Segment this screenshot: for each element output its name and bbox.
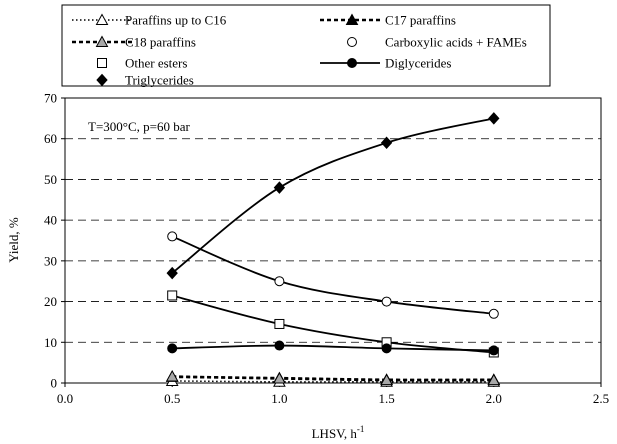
data-point-c18-paraffins xyxy=(487,373,501,386)
legend-item-c18-paraffins: C18 paraffins xyxy=(72,35,196,50)
legend-marker xyxy=(97,58,107,68)
data-point-triglycerides xyxy=(273,181,286,194)
series-diglycerides xyxy=(167,340,499,356)
data-point-diglycerides xyxy=(167,343,178,354)
series-line-other-esters xyxy=(171,294,494,354)
legend-marker xyxy=(95,13,109,25)
data-point-diglycerides xyxy=(488,345,499,356)
legend-item-other-esters: Other esters xyxy=(97,56,187,71)
y-tick-label: 60 xyxy=(44,131,57,146)
legend-item-c17-paraffins: C17 paraffins xyxy=(320,13,456,28)
data-point-triglycerides xyxy=(166,266,178,280)
data-point-diglycerides xyxy=(381,343,392,354)
data-point-carboxylic-acids-fames xyxy=(167,231,178,242)
legend-marker xyxy=(347,58,357,68)
legend-marker xyxy=(96,73,108,87)
y-tick-label: 20 xyxy=(44,294,57,309)
legend-marker xyxy=(95,35,109,47)
y-axis: 0 10 20 30 40 50 60 70 xyxy=(44,91,65,391)
data-point-c18-paraffins xyxy=(380,373,393,386)
series-line-diglycerides xyxy=(172,344,494,352)
series-line-paraffins-up-to-c16 xyxy=(172,380,494,383)
plot-area: 0.0 0.5 1.0 1.5 2.0 2.5 0 10 20 30 40 50 60 70 T=300… xyxy=(44,91,609,407)
y-tick-label: 10 xyxy=(44,335,57,350)
series-line-c18-paraffins xyxy=(172,375,494,382)
legend-label: Paraffins up to C16 xyxy=(125,13,227,28)
chart-annotation: T=300°C, p=60 bar xyxy=(88,119,190,134)
series-c18-paraffins xyxy=(165,369,501,386)
gridlines xyxy=(65,138,601,343)
x-axis: 0.0 0.5 1.0 1.5 2.0 2.5 xyxy=(57,383,609,406)
legend-item-paraffins-up-to-c16: Paraffins up to C16 xyxy=(72,13,227,28)
legend-marker xyxy=(345,13,359,25)
x-tick-label: 1.5 xyxy=(378,391,394,406)
legend-item-diglycerides: Diglycerides xyxy=(320,56,451,71)
y-tick-label: 50 xyxy=(44,172,57,187)
x-tick-label: 0.5 xyxy=(164,391,180,406)
legend-label: Other esters xyxy=(125,56,187,71)
series-line-triglycerides xyxy=(171,117,494,274)
y-tick-label: 30 xyxy=(44,253,57,268)
series-line-carboxylic-acids-fames xyxy=(171,235,494,315)
series-triglycerides xyxy=(166,112,500,280)
x-tick-label: 2.0 xyxy=(486,391,502,406)
x-axis-title-superscript: -1 xyxy=(357,424,365,434)
legend: Paraffins up to C16 C17 paraffins C18 para… xyxy=(61,4,551,88)
x-axis-title-text: LHSV, h xyxy=(312,426,358,441)
legend-item-carboxylic-acids-fames: Carboxylic acids + FAMEs xyxy=(347,35,527,50)
x-tick-label: 0.0 xyxy=(57,391,73,406)
legend-label: Diglycerides xyxy=(385,56,451,71)
data-point-other-esters xyxy=(167,290,178,301)
y-axis-title: Yield, % xyxy=(6,217,21,263)
y-tick-label: 70 xyxy=(44,91,57,106)
data-point-carboxylic-acids-fames xyxy=(488,308,499,319)
x-axis-title: LHSV, h-1 xyxy=(312,424,365,441)
data-point-triglycerides xyxy=(380,136,393,150)
data-point-c18-paraffins xyxy=(165,369,179,382)
legend-label: C18 paraffins xyxy=(125,35,196,50)
data-point-c18-paraffins xyxy=(273,371,286,384)
series-layer xyxy=(165,112,501,387)
data-point-other-esters xyxy=(274,318,285,329)
legend-frame xyxy=(61,4,551,87)
series-carboxylic-acids-fames xyxy=(167,231,499,319)
data-point-diglycerides xyxy=(274,340,285,351)
legend-marker xyxy=(347,37,357,47)
data-point-triglycerides xyxy=(488,112,500,125)
x-tick-label: 2.5 xyxy=(593,391,609,406)
legend-item-triglycerides: Triglycerides xyxy=(96,73,194,88)
plot-frame xyxy=(64,97,602,384)
data-point-carboxylic-acids-fames xyxy=(274,276,285,287)
legend-label: Triglycerides xyxy=(125,73,194,88)
legend-label: Carboxylic acids + FAMEs xyxy=(385,35,527,50)
y-tick-label: 0 xyxy=(51,376,58,391)
data-point-carboxylic-acids-fames xyxy=(381,296,392,307)
y-tick-label: 40 xyxy=(44,213,57,228)
x-tick-label: 1.0 xyxy=(271,391,287,406)
legend-label: C17 paraffins xyxy=(385,13,456,28)
